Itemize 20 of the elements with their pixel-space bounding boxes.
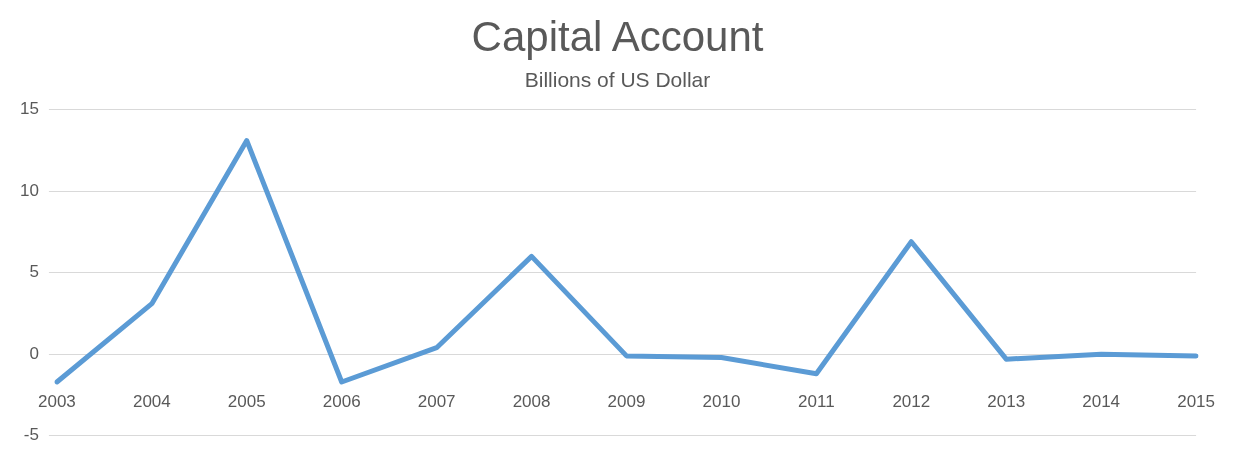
x-tick-label: 2008: [512, 392, 551, 412]
x-tick-label: 2015: [1177, 392, 1215, 412]
x-tick-label: 2014: [1082, 392, 1121, 412]
x-tick-label: 2003: [38, 392, 76, 412]
x-tick-label: 2013: [987, 392, 1026, 412]
y-tick-label: 0: [29, 343, 39, 363]
x-tick-label: 2005: [227, 392, 266, 412]
x-tick-label: 2004: [132, 392, 171, 412]
x-tick-label: 2006: [322, 392, 361, 412]
x-tick-label: 2012: [892, 392, 931, 412]
x-tick-label: 2011: [798, 392, 835, 412]
y-tick-label: 15: [19, 99, 39, 119]
x-tick-label: 2007: [417, 392, 456, 412]
y-tick-label: 10: [19, 180, 39, 200]
chart-subtitle: Billions of US Dollar: [524, 67, 711, 91]
x-tick-label: 2010: [702, 392, 741, 412]
y-tick-label: -5: [23, 425, 39, 445]
chart-title: Capital Account: [471, 12, 764, 60]
x-tick-label: 2009: [607, 392, 646, 412]
y-tick-label: 5: [29, 262, 39, 282]
